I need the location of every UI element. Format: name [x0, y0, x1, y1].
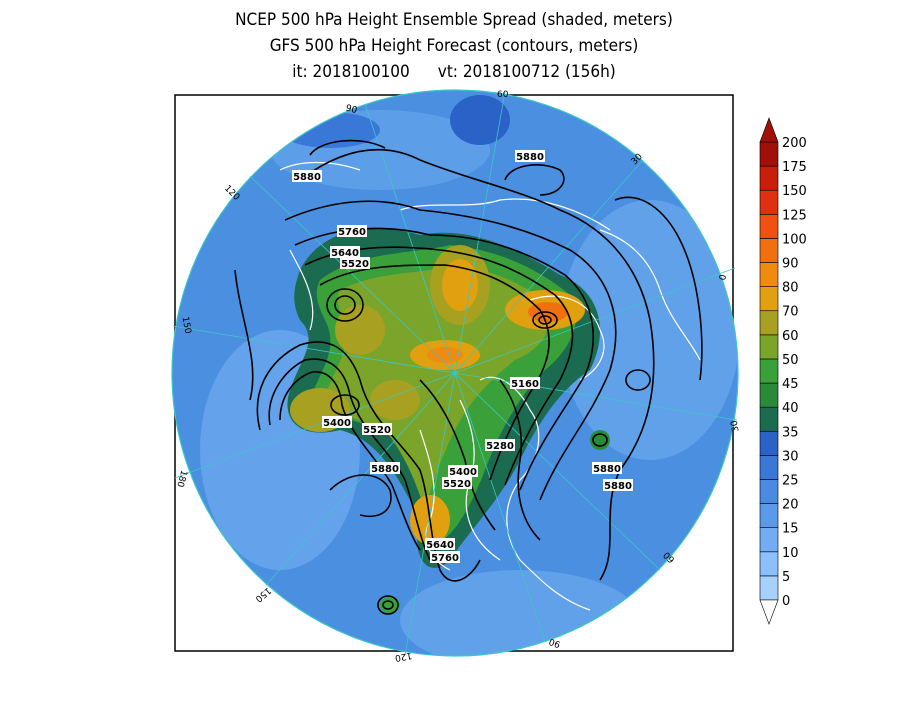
- colorbar-cell: [759, 527, 779, 553]
- colorbar-cell: [759, 310, 779, 336]
- colorbar-cell: [759, 358, 779, 384]
- contour-label-c5760-a: 5760: [338, 227, 366, 238]
- lon-label-0: 0: [718, 273, 729, 281]
- contour-label-bg: [603, 479, 633, 491]
- contour-label-bg: [430, 551, 460, 563]
- lon-label-90e: 90: [344, 104, 358, 117]
- colorbar-tick-label: 20: [782, 498, 799, 513]
- colorbar-tick-label: 100: [782, 232, 807, 247]
- title-line-1: NCEP 500 hPa Height Ensemble Spread (sha…: [235, 10, 673, 30]
- contour-label-c5760-s: 5760: [431, 553, 459, 564]
- contour-label-c5520-w: 5520: [363, 425, 391, 436]
- colorbar-tick-label: 45: [782, 377, 799, 392]
- colorbar-cell: [759, 455, 779, 480]
- colorbar-tick-label: 5: [782, 570, 790, 585]
- lon-label-90w: 90: [548, 635, 562, 648]
- colorbar-tick-label: 10: [782, 546, 799, 561]
- colorbar-tick-label: 200: [782, 136, 807, 151]
- contour-label-bg: [442, 477, 472, 489]
- lon-label-180: 180: [174, 469, 188, 488]
- colorbar-cell: [759, 430, 779, 456]
- colorbar-cell: [759, 262, 779, 287]
- colorbar-cell: [759, 189, 779, 215]
- colorbar-tick-label: 90: [782, 257, 799, 272]
- contour-label-c5520-s: 5520: [443, 479, 471, 490]
- contour-labels: 5880588057605640552051605400552052805880…: [292, 150, 633, 564]
- title-line-3: it: 2018100100 vt: 2018100712 (156h): [0, 62, 908, 82]
- colorbar-cell: [759, 165, 779, 191]
- contour-label-c5520-a: 5520: [341, 259, 369, 270]
- contour-label-bg: [340, 257, 370, 269]
- colorbar-bottom-triangle: [759, 599, 779, 625]
- colorbar-tick-label: 80: [782, 281, 799, 296]
- valid-time: vt: 2018100712 (156h): [437, 62, 616, 82]
- colorbar-tick-label: 150: [782, 184, 807, 199]
- colorbar-cell: [759, 503, 779, 528]
- contour-label-bg: [292, 170, 322, 182]
- height-contours: [234, 139, 703, 615]
- colorbar-tick-label: 40: [782, 401, 799, 416]
- colorbar-cell: [759, 238, 779, 263]
- colorbar-tick-label: 70: [782, 305, 799, 320]
- colorbar-tick-label: 0: [782, 594, 790, 609]
- contour-label-bg: [515, 150, 545, 162]
- init-time: it: 2018100100: [292, 62, 410, 82]
- contour-label-bg: [362, 423, 392, 435]
- colorbar-tick-label: 15: [782, 522, 799, 537]
- colorbar-cell: [759, 286, 779, 312]
- contour-label-c5880-ne: 5880: [516, 152, 544, 163]
- colorbar-cell: [759, 214, 779, 239]
- contour-label-c5280: 5280: [486, 441, 514, 452]
- contour-label-bg: [337, 225, 367, 237]
- contour-label-c5880-w: 5880: [371, 464, 399, 475]
- contour-label-c5400-w: 5400: [323, 418, 351, 429]
- contour-label-c5640-a: 5640: [331, 248, 359, 259]
- lon-label-150e: 150: [180, 316, 193, 335]
- contour-label-bg: [448, 465, 478, 477]
- grid-lines: [171, 89, 739, 657]
- colorbar-cell: [759, 141, 779, 167]
- colorbar-tick-label: 35: [782, 425, 799, 440]
- longitude-labels: 60 30 0 30 60 90 120 150 180 150 120 90: [174, 90, 741, 663]
- title-line-2: GFS 500 hPa Height Forecast (contours, m…: [269, 36, 639, 56]
- contour-label-c5880-e2: 5880: [604, 481, 632, 492]
- colorbar-tick-label: 125: [782, 208, 807, 223]
- contour-label-c5400-s: 5400: [449, 467, 477, 478]
- contour-label-bg: [322, 416, 352, 428]
- contour-label-c5160: 5160: [511, 379, 539, 390]
- lon-label-60e: 60: [497, 90, 509, 100]
- colorbar-cell: [759, 406, 779, 432]
- contour-label-bg: [485, 439, 515, 451]
- colorbar-tick-label: 25: [782, 473, 799, 488]
- colorbar-cell: [759, 575, 779, 601]
- contour-label-c5880-nw: 5880: [293, 172, 321, 183]
- contour-label-c5880-e1: 5880: [593, 464, 621, 475]
- lon-label-120w: 120: [394, 650, 413, 663]
- contour-label-c5640-s: 5640: [426, 540, 454, 551]
- contour-label-bg: [510, 377, 540, 389]
- contour-label-bg: [592, 462, 622, 474]
- colorbar-cell: [759, 334, 779, 360]
- colorbar-cell: [759, 479, 779, 504]
- colorbar-tick-label: 60: [782, 329, 799, 344]
- colorbar-cell: [759, 551, 779, 577]
- lon-label-30w: 30: [730, 419, 742, 432]
- contour-label-bg: [425, 538, 455, 550]
- colorbar-top-triangle: [759, 117, 779, 143]
- colorbar-tick-label: 50: [782, 353, 799, 368]
- contour-label-bg: [330, 246, 360, 258]
- colorbar-tick-label: 30: [782, 449, 799, 464]
- contour-label-bg: [370, 462, 400, 474]
- colorbar-cell: [759, 382, 779, 408]
- spread-shading: [200, 95, 738, 656]
- colorbar-tick-label: 175: [782, 160, 807, 175]
